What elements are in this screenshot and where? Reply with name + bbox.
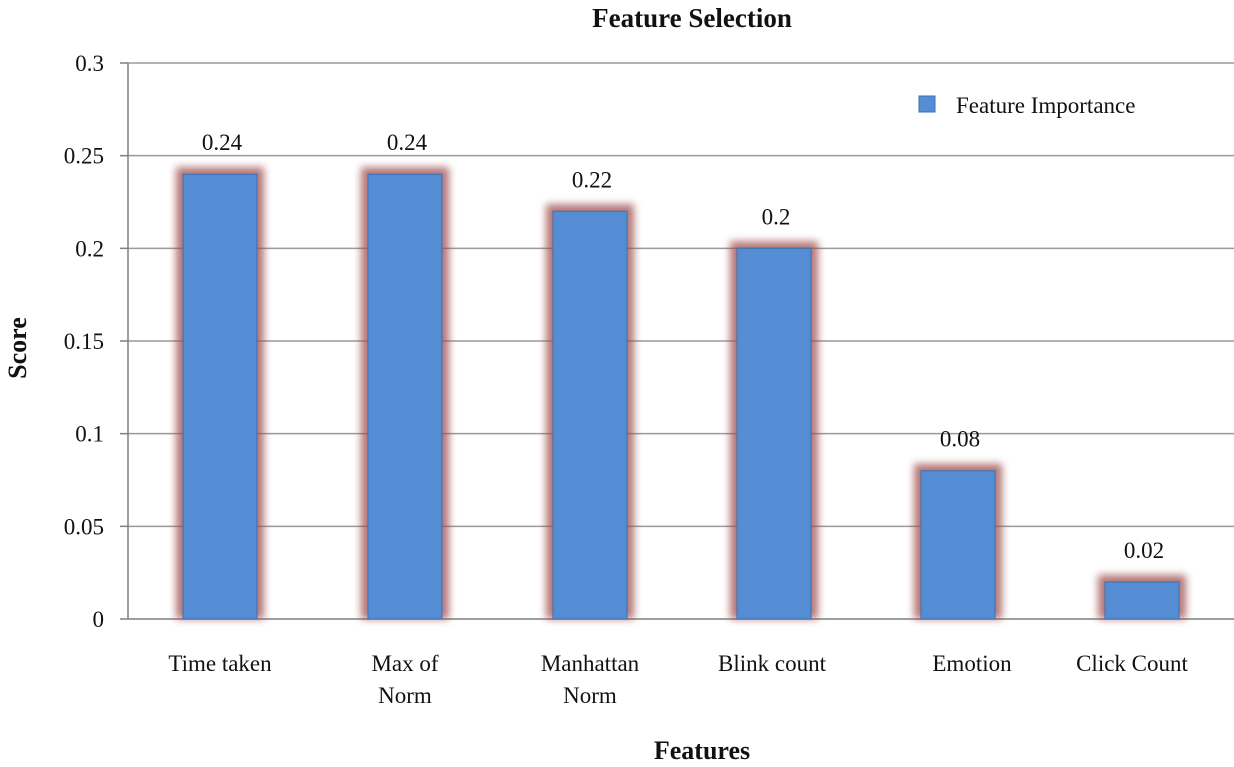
- category-label-line: Time taken: [168, 651, 272, 676]
- category-label-line: Click Count: [1076, 651, 1188, 676]
- category-label-line: Max of: [371, 651, 438, 676]
- bar-group: [1098, 574, 1186, 620]
- category-label-line: Emotion: [932, 651, 1012, 676]
- legend-swatch: [918, 95, 936, 113]
- bar: [552, 210, 628, 620]
- data-label: 0.24: [387, 130, 428, 155]
- legend: Feature Importance: [918, 93, 1135, 118]
- category-label: Max of Norm: [371, 651, 438, 708]
- chart-title: Feature Selection: [592, 3, 792, 33]
- category-label: Emotion: [932, 651, 1012, 676]
- y-tick-label: 0.3: [75, 51, 104, 76]
- bar-group: [914, 463, 1002, 620]
- bar: [182, 173, 258, 620]
- category-label-line: Blink count: [718, 651, 827, 676]
- data-label: 0.22: [572, 167, 612, 192]
- category-label-line: Norm: [563, 683, 617, 708]
- category-label: Blink count: [718, 651, 827, 676]
- category-label-line: Manhattan: [541, 651, 640, 676]
- bar-group: [361, 167, 449, 620]
- category-label: Time taken: [168, 651, 272, 676]
- data-label: 0.2: [762, 204, 791, 229]
- y-tick-label: 0.15: [64, 329, 104, 354]
- gridlines: [120, 62, 1234, 620]
- bar-group: [730, 241, 818, 620]
- category-label: Click Count: [1076, 651, 1188, 676]
- legend-label: Feature Importance: [956, 93, 1135, 118]
- y-tick-label: 0.25: [64, 144, 104, 169]
- x-axis-title: Features: [654, 736, 750, 765]
- data-labels: 0.24 0.24 0.22 0.2 0.08 0.02: [202, 130, 1164, 563]
- bar-group: [176, 167, 264, 620]
- y-tick-label: 0: [93, 607, 105, 632]
- y-axis-ticks: 0 0.05 0.1 0.15 0.2 0.25 0.3: [64, 51, 104, 632]
- data-label: 0.08: [940, 427, 980, 452]
- category-label-line: Norm: [378, 683, 432, 708]
- y-tick-label: 0.1: [75, 422, 104, 447]
- bar: [367, 173, 443, 620]
- data-label: 0.02: [1124, 538, 1164, 563]
- data-label: 0.24: [202, 130, 243, 155]
- bar: [736, 247, 812, 620]
- y-tick-label: 0.2: [75, 236, 104, 261]
- bar: [920, 470, 996, 620]
- y-axis-title: Score: [3, 317, 32, 379]
- bar: [1104, 581, 1180, 620]
- y-tick-label: 0.05: [64, 514, 104, 539]
- bar-group: [546, 204, 634, 620]
- x-axis-categories: Time taken Max of Norm Manhattan Norm Blink c…: [168, 651, 1188, 708]
- category-label: Manhattan Norm: [541, 651, 640, 708]
- bars: [176, 167, 1186, 620]
